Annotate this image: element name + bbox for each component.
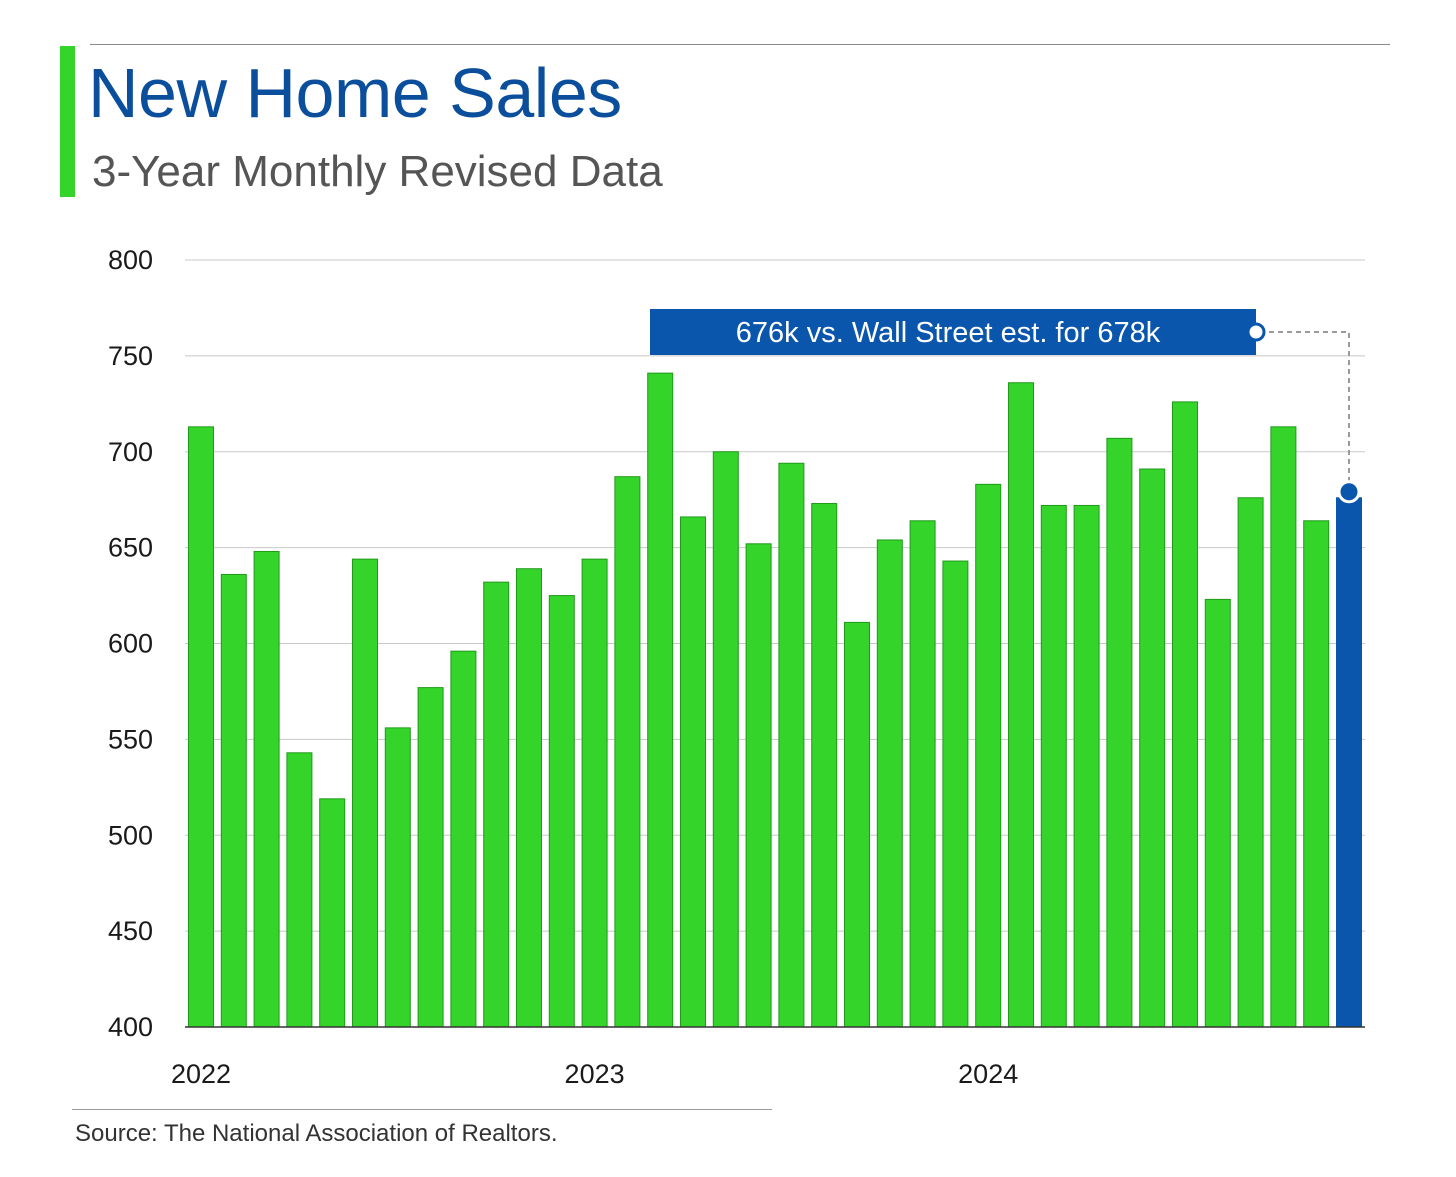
source-note: Source: The National Association of Real… (75, 1120, 558, 1147)
annotation-end-dot (1337, 480, 1361, 504)
bar-24 (975, 483, 1002, 1028)
y-tick-label-750: 750 (108, 341, 153, 371)
bar-4 (319, 798, 346, 1028)
bar-1 (220, 573, 247, 1028)
x-tick-label-2022: 2022 (171, 1059, 231, 1089)
chart-title: New Home Sales (88, 54, 622, 132)
y-tick-label-450: 450 (108, 916, 153, 946)
bar-19 (811, 503, 838, 1028)
bar-13 (614, 476, 641, 1028)
bar-5 (352, 558, 378, 1028)
bar-32 (1237, 497, 1264, 1028)
bar-6 (384, 727, 411, 1028)
bar-20 (844, 621, 870, 1028)
y-tick-label-650: 650 (108, 533, 153, 563)
bar-highlight (1336, 497, 1362, 1028)
bar-14 (647, 372, 674, 1028)
bar-25 (1008, 382, 1034, 1028)
y-tick-label-500: 500 (108, 820, 153, 850)
bar-3 (286, 752, 313, 1028)
x-tick-label-2024: 2024 (958, 1059, 1018, 1089)
x-tick-label-2023: 2023 (565, 1059, 625, 1089)
bar-34 (1303, 520, 1330, 1028)
bar-26 (1040, 504, 1067, 1028)
annotation-box (650, 309, 1256, 355)
bar-22 (909, 520, 936, 1028)
bar-27 (1073, 504, 1100, 1028)
bar-12 (581, 558, 608, 1028)
bar-18 (778, 462, 805, 1028)
y-tick-label-400: 400 (108, 1012, 153, 1042)
bar-7 (417, 687, 444, 1028)
bar-0 (188, 426, 214, 1028)
bar-8 (450, 650, 477, 1028)
bar-9 (483, 581, 510, 1028)
bar-33 (1270, 426, 1297, 1028)
bar-31 (1204, 598, 1231, 1028)
bar-15 (680, 516, 706, 1028)
bar-16 (712, 451, 739, 1028)
bar-30 (1172, 401, 1198, 1028)
y-tick-label-550: 550 (108, 724, 153, 754)
bar-21 (876, 539, 903, 1028)
annotation-text: 676k vs. Wall Street est. for 678k (736, 317, 1161, 349)
bar-10 (516, 568, 542, 1028)
chart-subtitle: 3-Year Monthly Revised Data (92, 147, 663, 196)
title-accent-bar (60, 46, 75, 197)
y-tick-label-800: 800 (108, 245, 153, 275)
bar-17 (745, 543, 772, 1028)
bar-11 (548, 595, 575, 1028)
annotation-leader-line (1260, 331, 1350, 492)
bar-23 (942, 560, 969, 1028)
annotation-start-dot (1246, 322, 1266, 342)
bar-2 (253, 550, 280, 1028)
bar-28 (1106, 437, 1133, 1028)
top-divider (90, 44, 1390, 45)
y-tick-label-700: 700 (108, 437, 153, 467)
bar-29 (1139, 468, 1166, 1028)
y-tick-label-600: 600 (108, 629, 153, 659)
source-divider (72, 1109, 772, 1110)
